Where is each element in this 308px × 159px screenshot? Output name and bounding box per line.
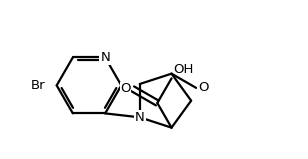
Text: O: O bbox=[120, 82, 131, 95]
Text: Br: Br bbox=[31, 79, 46, 92]
Text: N: N bbox=[100, 51, 110, 64]
Text: O: O bbox=[198, 81, 209, 94]
Text: N: N bbox=[135, 111, 145, 124]
Text: OH: OH bbox=[173, 63, 194, 76]
